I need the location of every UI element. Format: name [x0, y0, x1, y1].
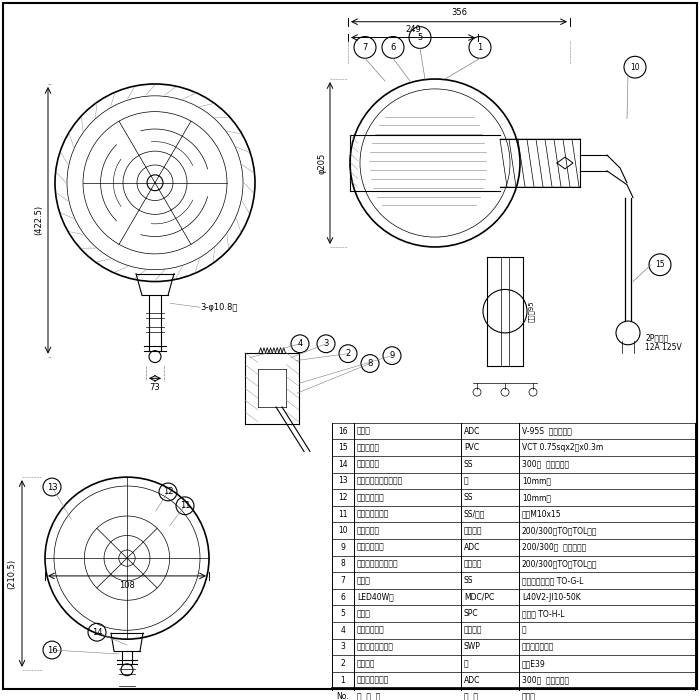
- Text: SWP: SWP: [464, 643, 481, 651]
- Text: 角度調節ツマミ: 角度調節ツマミ: [357, 510, 389, 519]
- Text: 7: 7: [363, 43, 368, 52]
- Text: 4: 4: [341, 626, 345, 635]
- Text: VCT 0.75sqx2芯x0.3m: VCT 0.75sqx2芯x0.3m: [522, 443, 603, 452]
- Text: 12: 12: [338, 493, 348, 502]
- Text: L40V2-JI10-50K: L40V2-JI10-50K: [522, 593, 581, 601]
- Text: フード: フード: [357, 609, 371, 618]
- Text: LED40W球: LED40W球: [357, 593, 393, 601]
- Text: V-95S  グレー塗装: V-95S グレー塗装: [522, 426, 572, 435]
- Text: 本体取付枠: 本体取付枠: [357, 460, 380, 469]
- Text: 73: 73: [150, 383, 160, 392]
- Text: ADC: ADC: [464, 426, 480, 435]
- Text: 13: 13: [47, 482, 57, 491]
- Text: 合成ゴム: 合成ゴム: [464, 559, 482, 568]
- Text: MDC/PC: MDC/PC: [464, 593, 494, 601]
- Text: バイス: バイス: [357, 426, 371, 435]
- Text: 8: 8: [368, 359, 372, 368]
- Text: 5: 5: [417, 33, 423, 42]
- Text: 10mm用: 10mm用: [522, 477, 551, 485]
- Text: 300型  グレー塗装: 300型 グレー塗装: [522, 676, 569, 685]
- Text: 300型  グレー塗装: 300型 グレー塗装: [522, 460, 569, 469]
- Text: ガード: ガード: [357, 576, 371, 585]
- Text: －: －: [464, 477, 468, 485]
- Text: No.: No.: [337, 692, 349, 700]
- Text: 線止めゴムパッキン: 線止めゴムパッキン: [357, 559, 398, 568]
- Text: SS/樹脂: SS/樹脂: [464, 510, 485, 519]
- Text: 6: 6: [391, 43, 395, 52]
- Text: 200/300型  グレー塗装: 200/300型 グレー塗装: [522, 542, 587, 552]
- Text: 平ワッシャー: 平ワッシャー: [357, 493, 385, 502]
- Text: 4: 4: [298, 340, 302, 349]
- Text: 11: 11: [338, 510, 348, 519]
- Text: 13: 13: [338, 477, 348, 485]
- Text: (210.5): (210.5): [8, 559, 17, 589]
- Text: 14: 14: [92, 628, 102, 637]
- Text: －: －: [522, 626, 526, 635]
- Text: 材  質: 材 質: [464, 692, 478, 700]
- Text: 9: 9: [341, 542, 345, 552]
- Text: (422.5): (422.5): [34, 205, 43, 235]
- Text: φ205: φ205: [318, 153, 326, 174]
- Text: 10mm用: 10mm用: [522, 493, 551, 502]
- Text: ADC: ADC: [464, 542, 480, 552]
- Text: PVC: PVC: [464, 443, 479, 452]
- Text: 防水パッキン: 防水パッキン: [357, 626, 385, 635]
- Text: 3: 3: [341, 643, 345, 651]
- Text: 白塗装 TO-H-L: 白塗装 TO-H-L: [522, 609, 564, 618]
- Text: SS: SS: [464, 460, 473, 469]
- Text: 6: 6: [341, 593, 345, 601]
- Text: SS: SS: [464, 493, 473, 502]
- Text: 15: 15: [655, 260, 665, 270]
- Text: 線止めナット: 線止めナット: [357, 542, 385, 552]
- Text: 10: 10: [630, 63, 640, 71]
- Text: 有効幅95: 有効幅95: [528, 300, 535, 322]
- Text: 備　考: 備 考: [522, 692, 536, 700]
- Text: 5: 5: [341, 609, 345, 618]
- Text: スプリングワッシャー: スプリングワッシャー: [357, 477, 403, 485]
- Text: SPC: SPC: [464, 609, 479, 618]
- Text: 1: 1: [477, 43, 482, 52]
- Text: ソケット: ソケット: [357, 659, 375, 668]
- Text: 7: 7: [341, 576, 345, 585]
- Text: 11: 11: [180, 501, 190, 510]
- Text: 口金E39: 口金E39: [522, 659, 546, 668]
- Text: 8: 8: [341, 559, 345, 568]
- Text: ランプホルダー: ランプホルダー: [357, 676, 389, 685]
- Text: シリコン: シリコン: [464, 626, 482, 635]
- Text: ソケット押えバネ: ソケット押えバネ: [357, 643, 394, 651]
- Text: 2: 2: [341, 659, 345, 668]
- Text: ブッシング: ブッシング: [357, 526, 380, 536]
- Text: 電源コード: 電源コード: [357, 443, 380, 452]
- Text: シリコン: シリコン: [464, 526, 482, 536]
- Text: 249: 249: [405, 25, 421, 34]
- Text: 2Pプラグ
12A 125V: 2Pプラグ 12A 125V: [645, 333, 682, 353]
- Text: 200/300型TO、TOL共通: 200/300型TO、TOL共通: [522, 559, 598, 568]
- Text: 108: 108: [119, 581, 135, 590]
- Text: 三価クロメート TO-G-L: 三価クロメート TO-G-L: [522, 576, 583, 585]
- Text: 10: 10: [338, 526, 348, 536]
- Text: ADC: ADC: [464, 676, 480, 685]
- Text: －: －: [464, 659, 468, 668]
- Text: 3-φ10.8穴: 3-φ10.8穴: [200, 302, 237, 312]
- Text: SS: SS: [464, 576, 473, 585]
- Text: 16: 16: [47, 645, 57, 654]
- Text: 356: 356: [451, 8, 467, 18]
- Text: 2: 2: [345, 349, 351, 358]
- Text: 200/300型TO、TOL共通: 200/300型TO、TOL共通: [522, 526, 598, 536]
- Text: 14: 14: [338, 460, 348, 469]
- Text: 12: 12: [162, 487, 174, 496]
- Text: 1: 1: [341, 676, 345, 685]
- Text: 9: 9: [389, 351, 395, 360]
- Text: ノブM10x15: ノブM10x15: [522, 510, 561, 519]
- Text: 三価クロメート: 三価クロメート: [522, 643, 554, 651]
- Text: 15: 15: [338, 443, 348, 452]
- Text: 16: 16: [338, 426, 348, 435]
- Text: 部  品  名: 部 品 名: [357, 692, 380, 700]
- Text: 3: 3: [323, 340, 329, 349]
